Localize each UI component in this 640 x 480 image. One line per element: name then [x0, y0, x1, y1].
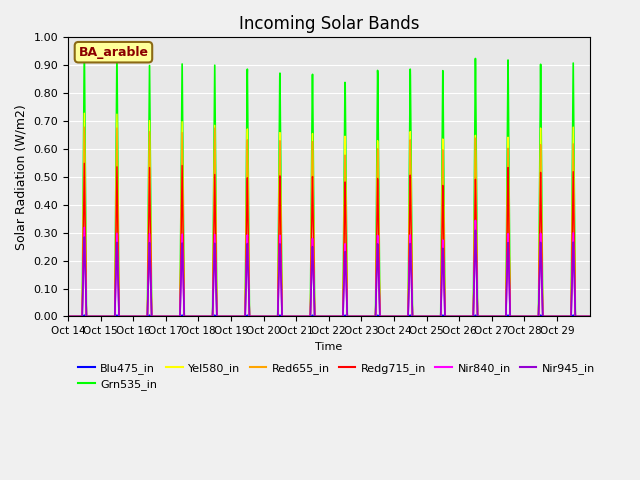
Nir840_in: [586, 313, 593, 319]
Red655_in: [586, 313, 593, 319]
Yel580_in: [64, 313, 72, 319]
Red655_in: [506, 299, 514, 304]
Nir840_in: [171, 313, 179, 319]
Grn535_in: [64, 313, 72, 319]
Redg715_in: [475, 313, 483, 319]
Line: Blu475_in: Blu475_in: [68, 315, 589, 316]
Blu475_in: [396, 313, 403, 319]
Yel580_in: [506, 298, 514, 303]
Yel580_in: [81, 110, 88, 116]
Line: Nir945_in: Nir945_in: [68, 230, 589, 316]
Yel580_in: [475, 313, 483, 319]
Blu475_in: [580, 313, 588, 319]
Redg715_in: [171, 313, 179, 319]
Blu475_in: [64, 313, 72, 319]
Grn535_in: [442, 313, 449, 319]
Red655_in: [475, 313, 483, 319]
Redg715_in: [506, 300, 514, 306]
Nir840_in: [580, 313, 588, 319]
Nir945_in: [475, 313, 483, 319]
Nir945_in: [472, 228, 479, 233]
Red655_in: [81, 124, 88, 130]
Red655_in: [580, 313, 588, 319]
Grn535_in: [171, 313, 179, 319]
Nir945_in: [64, 313, 72, 319]
Line: Red655_in: Red655_in: [68, 127, 589, 316]
Nir945_in: [396, 313, 403, 319]
Y-axis label: Solar Radiation (W/m2): Solar Radiation (W/m2): [15, 104, 28, 250]
Nir945_in: [580, 313, 588, 319]
Blu475_in: [475, 313, 483, 319]
Redg715_in: [442, 313, 449, 319]
Yel580_in: [442, 313, 449, 319]
Grn535_in: [506, 290, 514, 296]
Yel580_in: [580, 313, 588, 319]
Nir945_in: [586, 313, 593, 319]
Nir840_in: [472, 217, 479, 223]
Grn535_in: [475, 313, 483, 319]
Yel580_in: [171, 313, 179, 319]
Redg715_in: [580, 313, 588, 319]
Line: Yel580_in: Yel580_in: [68, 113, 589, 316]
Grn535_in: [81, 44, 88, 49]
Red655_in: [442, 313, 449, 319]
Line: Grn535_in: Grn535_in: [68, 47, 589, 316]
Nir840_in: [475, 313, 483, 319]
Nir840_in: [64, 313, 72, 319]
Blu475_in: [171, 313, 179, 319]
Redg715_in: [586, 313, 593, 319]
Line: Nir840_in: Nir840_in: [68, 220, 589, 316]
Blu475_in: [506, 313, 514, 319]
Title: Incoming Solar Bands: Incoming Solar Bands: [239, 15, 419, 33]
Redg715_in: [396, 313, 403, 319]
Red655_in: [64, 313, 72, 319]
Legend: Blu475_in, Grn535_in, Yel580_in, Red655_in, Redg715_in, Nir840_in, Nir945_in: Blu475_in, Grn535_in, Yel580_in, Red655_…: [74, 359, 600, 395]
Yel580_in: [586, 313, 593, 319]
Red655_in: [171, 313, 179, 319]
Nir840_in: [506, 306, 514, 312]
X-axis label: Time: Time: [315, 342, 342, 352]
Redg715_in: [81, 160, 88, 166]
Grn535_in: [396, 313, 403, 319]
Nir840_in: [396, 313, 403, 319]
Nir945_in: [171, 313, 179, 319]
Nir945_in: [442, 313, 449, 319]
Redg715_in: [64, 313, 72, 319]
Nir840_in: [442, 313, 449, 319]
Line: Redg715_in: Redg715_in: [68, 163, 589, 316]
Grn535_in: [586, 313, 593, 319]
Blu475_in: [442, 313, 449, 319]
Grn535_in: [580, 313, 588, 319]
Text: BA_arable: BA_arable: [79, 46, 148, 59]
Yel580_in: [396, 313, 403, 319]
Blu475_in: [586, 313, 593, 319]
Blu475_in: [81, 312, 88, 318]
Nir945_in: [506, 306, 514, 312]
Red655_in: [396, 313, 403, 319]
